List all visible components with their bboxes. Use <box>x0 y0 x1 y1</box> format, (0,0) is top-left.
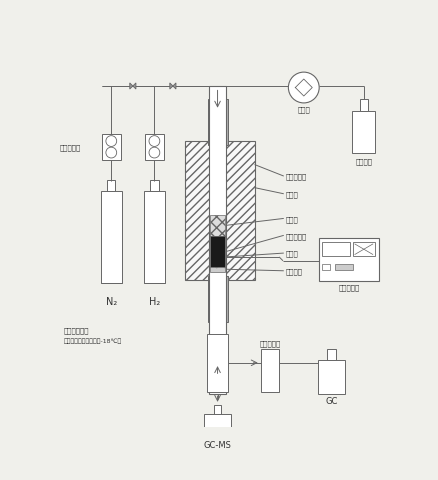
Bar <box>107 180 115 192</box>
Bar <box>214 405 221 414</box>
Bar <box>150 180 159 192</box>
Text: 含乙醇的冰水混合物（-18℃）: 含乙醇的冰水混合物（-18℃） <box>64 337 122 343</box>
Text: 加热炉: 加热炉 <box>285 191 298 198</box>
Bar <box>322 264 330 270</box>
Text: 流量控制器: 流量控制器 <box>60 144 81 151</box>
Text: 蔶动泵: 蔶动泵 <box>297 107 310 113</box>
Bar <box>352 111 375 154</box>
Text: 催化剂床层: 催化剂床层 <box>285 233 307 239</box>
Bar <box>360 100 367 111</box>
Bar <box>353 243 374 257</box>
Bar <box>210 215 225 237</box>
Bar <box>327 349 336 360</box>
Text: 螺旋式冷凝器: 螺旋式冷凝器 <box>64 327 89 334</box>
Circle shape <box>106 148 117 158</box>
Circle shape <box>106 136 117 147</box>
Text: 愉创木酚: 愉创木酚 <box>355 158 372 165</box>
Text: 传感器: 传感器 <box>285 250 298 257</box>
Text: 温度控制盘: 温度控制盘 <box>339 284 360 291</box>
Bar <box>210 267 225 272</box>
Bar <box>205 414 231 439</box>
Polygon shape <box>130 84 133 90</box>
Bar <box>185 142 254 280</box>
Bar <box>335 264 353 270</box>
Text: 石英隘片: 石英隘片 <box>285 268 302 275</box>
Bar <box>319 238 379 281</box>
Polygon shape <box>170 84 173 90</box>
Polygon shape <box>133 84 136 90</box>
Text: N₂: N₂ <box>106 296 117 306</box>
Bar <box>209 87 226 394</box>
Circle shape <box>149 148 160 158</box>
Bar <box>318 360 346 394</box>
Text: 节泡流量计: 节泡流量计 <box>259 340 280 347</box>
Bar <box>210 237 225 267</box>
Text: GC: GC <box>325 396 338 405</box>
Bar <box>208 100 228 146</box>
Bar <box>322 243 350 257</box>
Bar <box>145 134 164 161</box>
Bar <box>207 334 228 392</box>
Circle shape <box>149 136 160 147</box>
Bar <box>208 276 228 323</box>
Text: 石英棉: 石英棉 <box>285 216 298 222</box>
Text: H₂: H₂ <box>149 296 160 306</box>
Circle shape <box>288 73 319 104</box>
Text: 石英反应器: 石英反应器 <box>285 173 307 180</box>
Bar <box>100 192 122 283</box>
Bar <box>261 349 279 392</box>
Text: GC-MS: GC-MS <box>204 440 231 449</box>
Bar <box>144 192 165 283</box>
Polygon shape <box>173 84 176 90</box>
Bar <box>102 134 120 161</box>
